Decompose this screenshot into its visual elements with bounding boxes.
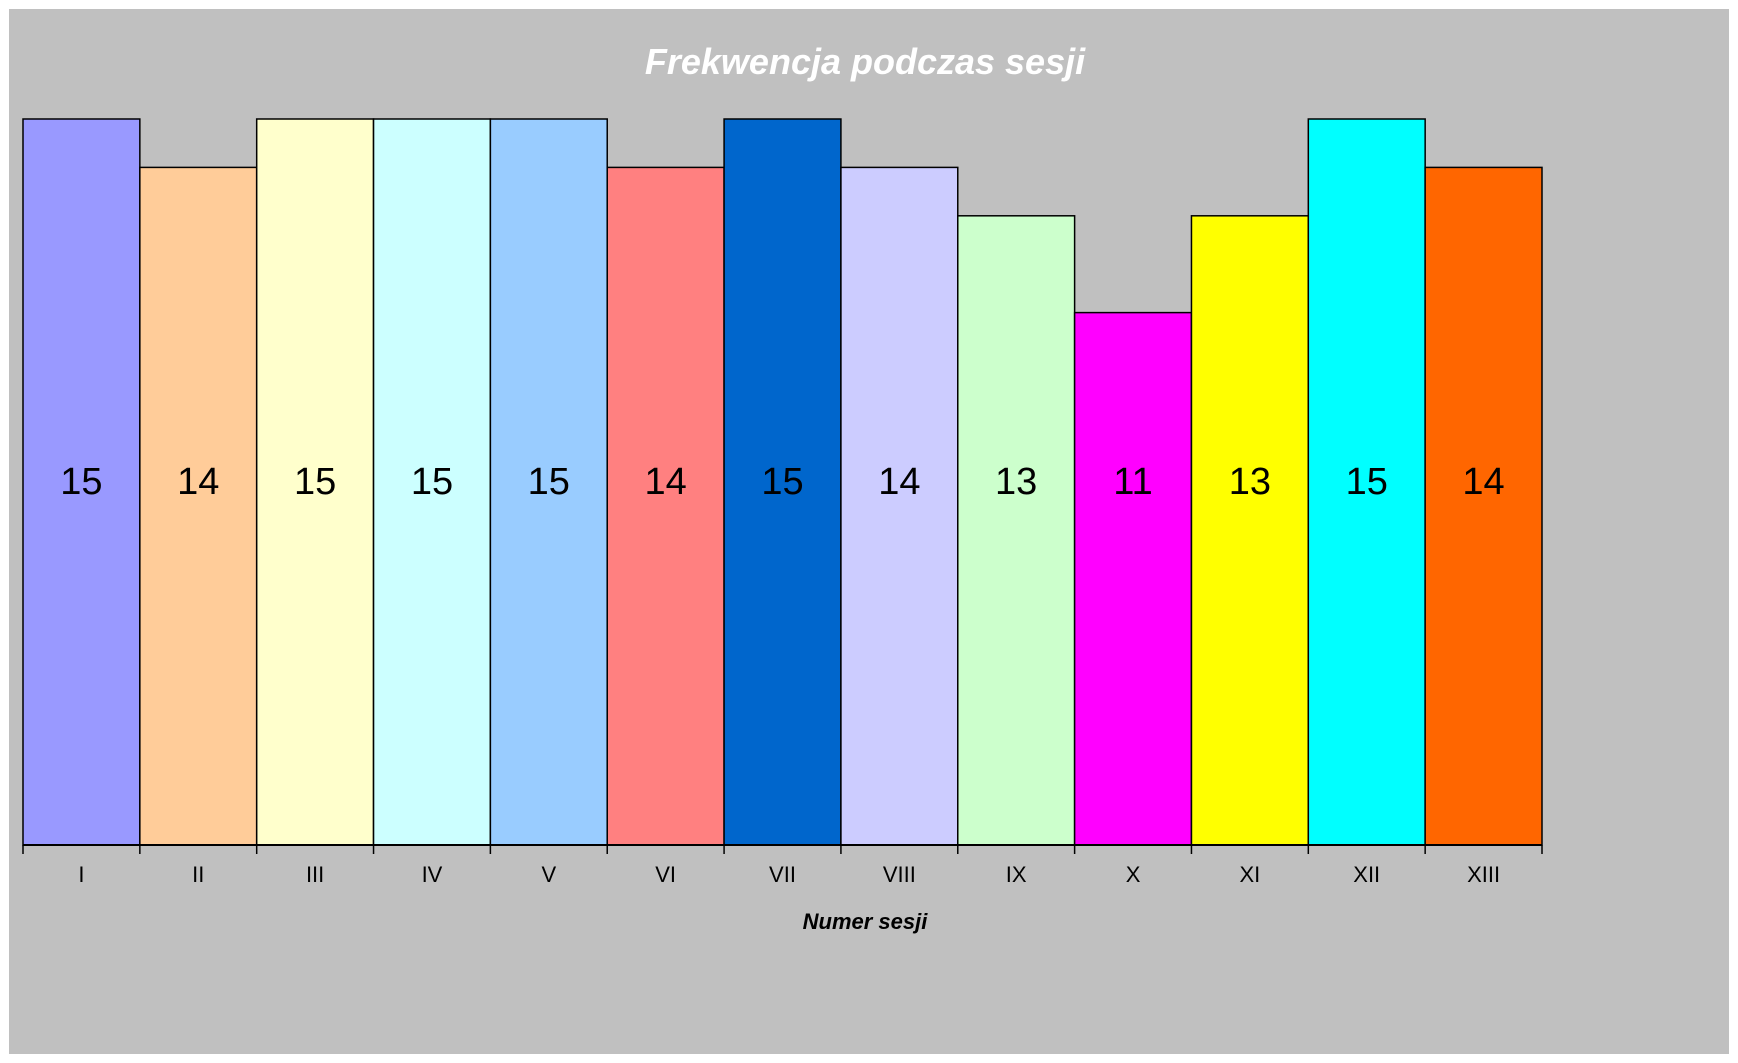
data-label-XIII: 14 bbox=[1462, 461, 1504, 503]
data-label-XI: 13 bbox=[1229, 461, 1271, 503]
bar-IV bbox=[372, 118, 492, 846]
x-tick-label-III: III bbox=[306, 862, 324, 887]
data-label-VI: 14 bbox=[645, 461, 687, 503]
data-label-XII: 15 bbox=[1346, 461, 1388, 503]
bar-XI bbox=[1190, 215, 1310, 846]
x-tick-label-X: X bbox=[1126, 862, 1141, 887]
x-tick-label-XI: XI bbox=[1239, 862, 1260, 887]
bar-VI bbox=[606, 166, 725, 846]
bar-II bbox=[139, 166, 258, 846]
bars-group bbox=[22, 118, 1543, 846]
x-tick-label-IV: IV bbox=[422, 862, 443, 887]
bar-IX bbox=[957, 215, 1076, 846]
x-tick-label-I: I bbox=[78, 862, 84, 887]
data-label-VIII: 14 bbox=[878, 461, 920, 503]
data-label-III: 15 bbox=[294, 461, 336, 503]
bar-XII bbox=[1307, 118, 1426, 846]
bar-XIII bbox=[1424, 166, 1543, 846]
data-label-IX: 13 bbox=[995, 461, 1037, 503]
chart-area: Frekwencja podczas sesji 15 14 15 15 15 14 15 1… bbox=[9, 9, 1729, 1054]
chart-title: Frekwencja podczas sesji bbox=[645, 41, 1086, 82]
x-tick-label-IX: IX bbox=[1006, 862, 1027, 887]
bar-chart: Frekwencja podczas sesji 15 14 15 15 15 14 15 1… bbox=[22, 41, 1543, 934]
data-label-II: 14 bbox=[177, 461, 219, 503]
data-label-I: 15 bbox=[60, 461, 102, 503]
data-label-V: 15 bbox=[528, 461, 570, 503]
x-ticks-group bbox=[22, 845, 1543, 854]
x-tick-label-XIII: XIII bbox=[1467, 862, 1500, 887]
x-tick-labels-group: I II III IV V VI VII VIII IX X XI XII XIII bbox=[78, 862, 1500, 887]
x-tick-label-VI: VI bbox=[655, 862, 676, 887]
bar-I bbox=[22, 118, 141, 846]
x-tick-label-II: II bbox=[192, 862, 204, 887]
x-tick-label-VII: VII bbox=[769, 862, 796, 887]
x-tick-label-VIII: VIII bbox=[883, 862, 916, 887]
data-label-IV: 15 bbox=[411, 461, 453, 503]
data-label-X: 11 bbox=[1113, 461, 1152, 503]
bar-X bbox=[1073, 311, 1193, 846]
data-label-VII: 15 bbox=[761, 461, 803, 503]
x-tick-label-V: V bbox=[541, 862, 556, 887]
data-labels-group: 15 14 15 15 15 14 15 14 13 11 13 15 14 bbox=[60, 461, 1504, 503]
bar-V bbox=[489, 118, 608, 846]
x-axis-label: Numer sesji bbox=[803, 909, 929, 934]
bar-VIII bbox=[840, 166, 959, 846]
x-tick-label-XII: XII bbox=[1353, 862, 1380, 887]
bar-III bbox=[255, 118, 375, 846]
